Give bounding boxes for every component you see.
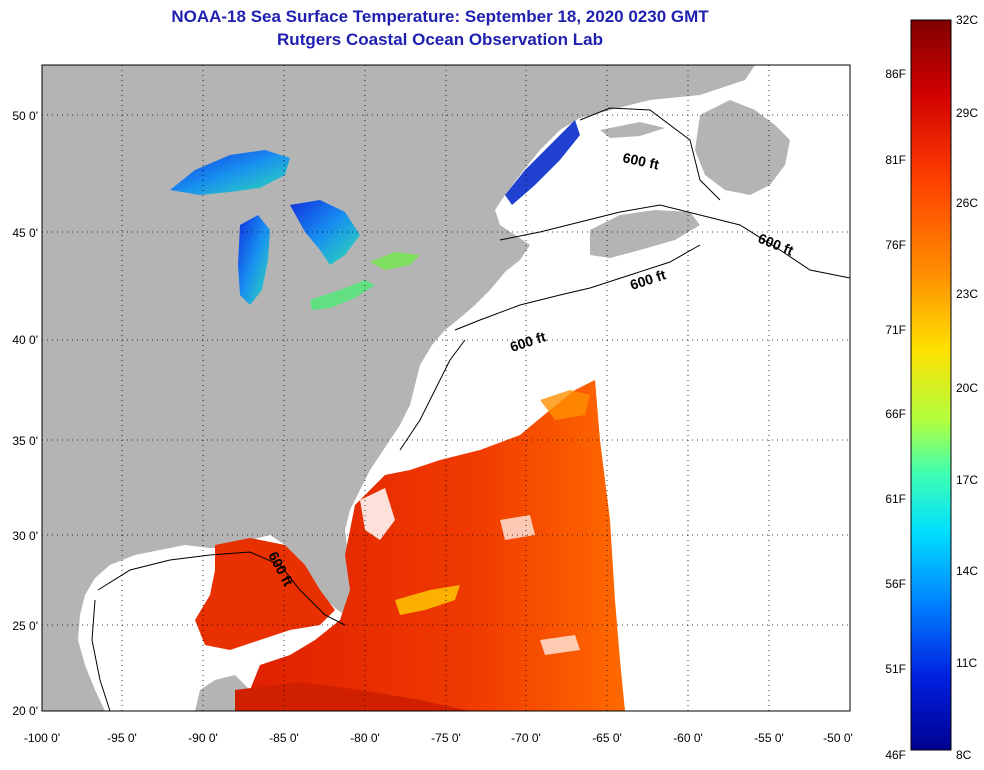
colorbar-c-label: 20C: [956, 381, 978, 395]
colorbar-f-label: 66F: [885, 407, 906, 421]
lat-tick-label: 45 0': [12, 226, 38, 240]
depth-contour-600ft: [499, 204, 850, 279]
st-lawrence-estuary: [505, 120, 580, 205]
land-nova-scotia: [590, 210, 700, 258]
latitude-axis: 20 0' 25 0' 30 0' 35 0' 40 0' 45 0' 50 0…: [12, 109, 38, 718]
lon-tick-label: -80 0': [350, 731, 380, 745]
lon-tick-label: -100 0': [24, 731, 60, 745]
depth-contour-600ft: [454, 244, 701, 331]
land-north-america: [42, 65, 755, 711]
gulf-stream-warm-water: [250, 380, 625, 711]
lat-tick-label: 25 0': [12, 619, 38, 633]
caribbean-warm-water: [235, 682, 470, 711]
depth-contour-600ft: [399, 339, 466, 451]
colorbar-c-label: 14C: [956, 564, 978, 578]
land-newfoundland: [695, 100, 790, 195]
colorbar-f-label: 76F: [885, 238, 906, 252]
colorbar-c-label: 23C: [956, 287, 978, 301]
lake-superior: [170, 150, 290, 195]
longitude-axis: -100 0' -95 0' -90 0' -85 0' -80 0' -75 …: [24, 731, 853, 745]
lat-tick-label: 35 0': [12, 434, 38, 448]
lon-tick-label: -55 0': [754, 731, 784, 745]
lake-erie: [310, 280, 375, 310]
lake-huron: [290, 200, 360, 265]
colorbar-f-label: 61F: [885, 492, 906, 506]
lon-tick-label: -65 0': [592, 731, 622, 745]
cooler-coastal-band: [395, 585, 460, 615]
gulf-of-mexico-warm-water: [195, 538, 335, 650]
depth-contour-600ft: [91, 599, 111, 711]
temperature-colorbar: [910, 19, 952, 751]
colorbar-f-label: 81F: [885, 153, 906, 167]
lon-tick-label: -95 0': [107, 731, 137, 745]
lon-tick-label: -90 0': [188, 731, 218, 745]
colorbar-c-label: 32C: [956, 13, 978, 27]
lake-michigan: [238, 215, 270, 305]
cooler-coastal-band: [540, 390, 590, 420]
lon-tick-label: -75 0': [431, 731, 461, 745]
map-frame: [41, 64, 851, 712]
lat-tick-label: 30 0': [12, 529, 38, 543]
lat-tick-label: 50 0': [12, 109, 38, 123]
map-title: NOAA-18 Sea Surface Temperature: Septemb…: [171, 7, 709, 26]
colorbar-celsius-labels: 32C 29C 26C 23C 20C 17C 14C 11C 8C: [956, 13, 978, 762]
lat-tick-label: 20 0': [12, 704, 38, 718]
lon-tick-label: -70 0': [511, 731, 541, 745]
colorbar-c-label: 29C: [956, 106, 978, 120]
depth-contour-600ft: [97, 551, 346, 626]
depth-label: 600 ft: [621, 149, 660, 172]
colorbar-f-label: 86F: [885, 67, 906, 81]
colorbar-f-label: 51F: [885, 662, 906, 676]
depth-contour-600ft: [579, 107, 721, 201]
colorbar-c-label: 11C: [956, 656, 977, 670]
land-anticosti: [600, 122, 665, 138]
colorbar-f-label: 46F: [885, 748, 906, 762]
cloud-gap: [540, 635, 580, 655]
colorbar-f-label: 56F: [885, 577, 906, 591]
colorbar-f-label: 71F: [885, 323, 906, 337]
lake-ontario: [370, 252, 420, 270]
colorbar-c-label: 8C: [956, 748, 972, 762]
lat-tick-label: 40 0': [12, 333, 38, 347]
map-subtitle: Rutgers Coastal Ocean Observation Lab: [277, 30, 603, 49]
lon-tick-label: -60 0': [673, 731, 703, 745]
cloud-gap: [500, 515, 535, 540]
cloud-gap: [360, 488, 395, 540]
colorbar-c-label: 26C: [956, 196, 978, 210]
lon-tick-label: -50 0': [823, 731, 853, 745]
lon-tick-label: -85 0': [269, 731, 299, 745]
colorbar-c-label: 17C: [956, 473, 978, 487]
colorbar-fahrenheit-labels: 86F 81F 76F 71F 66F 61F 56F 51F 46F: [885, 67, 906, 762]
